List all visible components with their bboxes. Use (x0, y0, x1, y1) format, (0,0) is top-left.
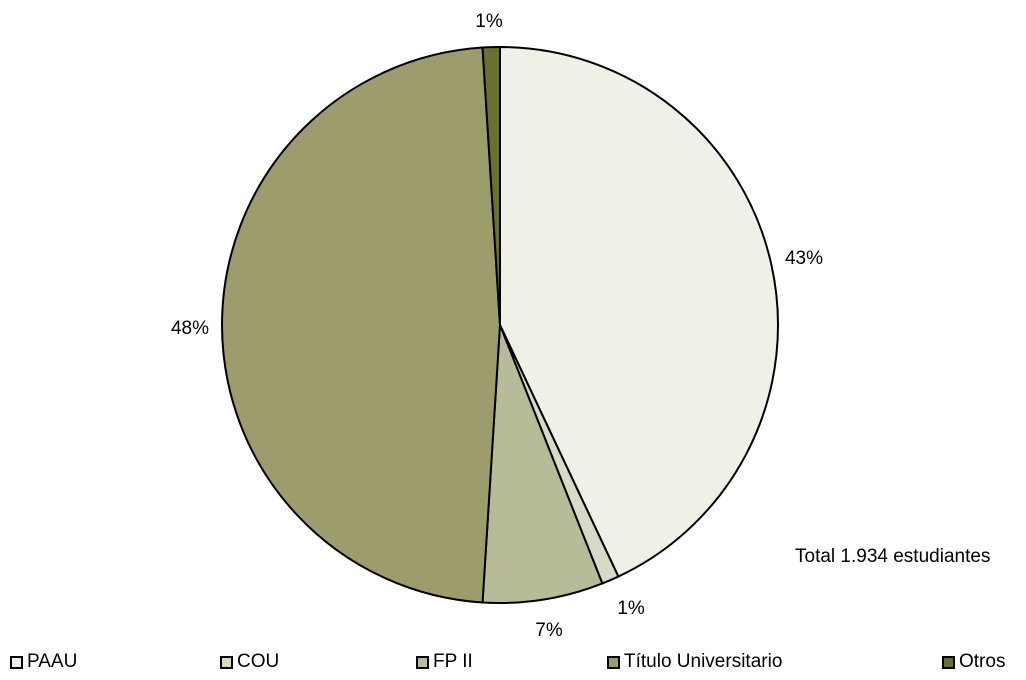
legend-label-titulo-universitario: Título Universitario (624, 651, 783, 672)
legend-item-cou: COU (220, 652, 279, 672)
legend-label-cou: COU (237, 651, 280, 672)
legend-swatch-otros (942, 655, 955, 669)
legend-swatch-paau (10, 655, 23, 669)
slice-label-titulo-universitario: 48% (171, 318, 209, 339)
slice-label-fp-ii: 7% (535, 620, 563, 641)
pie-slice-otros (481, 46, 501, 326)
legend-item-paau: PAAU (10, 652, 77, 672)
total-students-note: Total 1.934 estudiantes (795, 546, 991, 567)
legend-swatch-cou (220, 655, 233, 669)
legend-item-titulo-universitario: Título Universitario (607, 652, 782, 672)
pie-slice-titulo-universitario (221, 46, 501, 604)
pie-slice-labels: 43% 1% 7% 48% 1% (171, 11, 823, 641)
legend-label-fp-ii: FP II (433, 651, 473, 672)
slice-label-otros: 1% (475, 11, 503, 32)
legend-label-paau: PAAU (27, 651, 78, 672)
pie-slice-fp-ii (481, 324, 604, 604)
pie-slices (221, 46, 779, 604)
legend-swatch-fp-ii (416, 655, 429, 669)
legend-label-otros: Otros (959, 651, 1006, 672)
pie-slice-paau (499, 46, 779, 578)
legend-item-otros: Otros (942, 652, 1005, 672)
legend-item-fp-ii: FP II (416, 652, 473, 672)
slice-label-cou: 1% (617, 598, 645, 619)
legend-swatch-titulo-universitario (607, 655, 620, 669)
slice-label-paau: 43% (785, 248, 823, 269)
